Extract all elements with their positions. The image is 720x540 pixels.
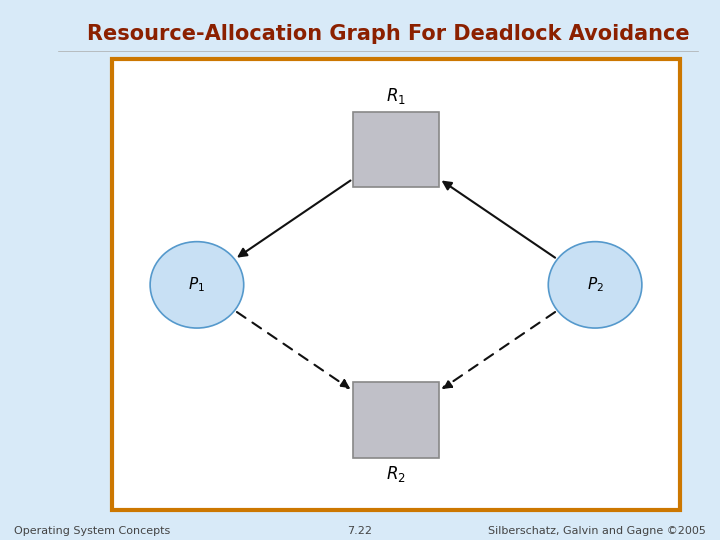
FancyBboxPatch shape (353, 112, 439, 187)
FancyBboxPatch shape (353, 382, 439, 458)
FancyBboxPatch shape (112, 59, 680, 510)
Text: $R_2$: $R_2$ (386, 464, 406, 484)
Ellipse shape (549, 242, 642, 328)
Text: 7.22: 7.22 (348, 525, 372, 536)
Text: $P_1$: $P_1$ (189, 275, 205, 294)
Text: $R_1$: $R_1$ (386, 85, 406, 106)
Ellipse shape (150, 242, 243, 328)
Text: Silberschatz, Galvin and Gagne ©2005: Silberschatz, Galvin and Gagne ©2005 (487, 525, 706, 536)
Text: Operating System Concepts: Operating System Concepts (14, 525, 171, 536)
Text: $P_2$: $P_2$ (587, 275, 603, 294)
Text: Resource-Allocation Graph For Deadlock Avoidance: Resource-Allocation Graph For Deadlock A… (88, 24, 690, 44)
